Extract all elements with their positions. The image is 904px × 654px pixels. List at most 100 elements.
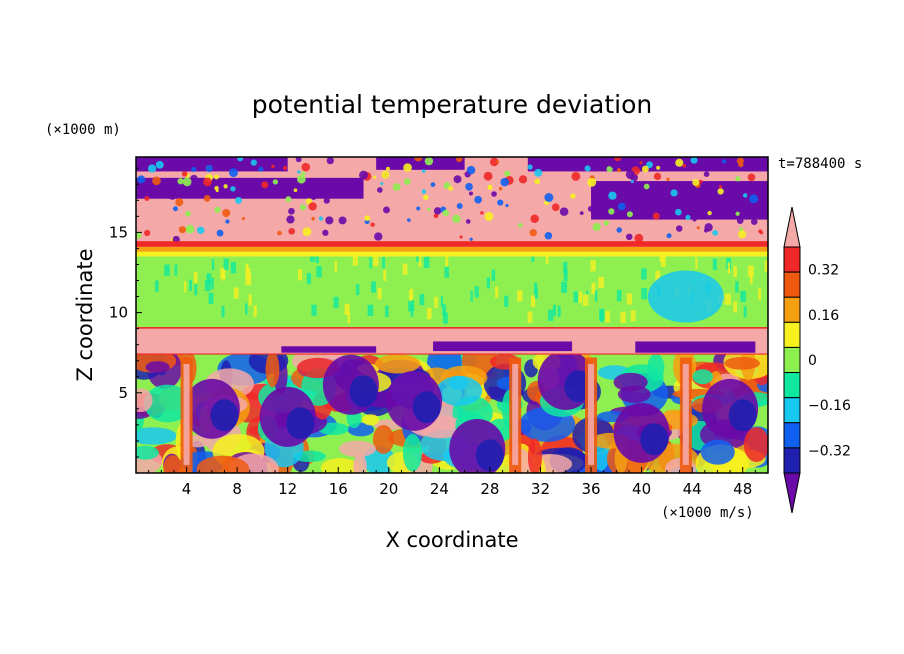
upper-speckle (685, 214, 691, 221)
upper-speckle (656, 165, 661, 170)
middle-streak (245, 273, 252, 286)
middle-streak (211, 259, 215, 271)
upper-speckle (747, 173, 756, 182)
upper-speckle (559, 207, 569, 216)
upper-speckle (739, 227, 743, 231)
upper-speckle (385, 166, 390, 171)
upper-speckle (742, 198, 751, 207)
middle-streak (371, 281, 376, 293)
middle-streak (442, 304, 447, 316)
middle-streak (189, 279, 193, 291)
middle-streak (223, 258, 229, 270)
upper-speckle (421, 169, 426, 173)
middle-streak (206, 273, 212, 285)
middle-streak (311, 304, 317, 316)
upper-speckle (712, 230, 719, 236)
lower-eddy (700, 439, 735, 465)
upper-speckle (407, 218, 411, 222)
upper-speckle (722, 159, 727, 164)
upper-speckle (364, 215, 371, 221)
upper-speckle (197, 226, 205, 234)
upper-speckle (403, 163, 412, 172)
upper-speckle (675, 158, 684, 167)
middle-streak (356, 283, 360, 296)
upper-speckle (625, 170, 635, 180)
upper-speckle (465, 219, 471, 224)
middle-streak (486, 277, 490, 289)
upper-speckle (504, 170, 511, 177)
middle-streak (184, 281, 187, 293)
upper-speckle (480, 211, 484, 215)
upper-speckle (376, 187, 383, 193)
middle-streak (297, 269, 303, 281)
middle-streak (695, 257, 698, 269)
upper-speckle (442, 209, 450, 217)
upper-speckle (297, 174, 306, 184)
middle-streak (233, 287, 239, 299)
upper-speckle (424, 157, 434, 166)
upper-speckle (258, 166, 264, 172)
middle-streak (563, 269, 568, 282)
upper-speckle (172, 206, 178, 212)
upper-speckle (293, 188, 298, 193)
x-tick-label: 24 (430, 480, 449, 498)
lower-blue-eddy (349, 375, 378, 408)
upper-speckle (736, 217, 744, 224)
lower-blue-eddy (210, 399, 239, 432)
middle-streak (735, 281, 739, 293)
middle-streak (530, 295, 536, 307)
middle-streak (344, 303, 350, 315)
middle-streak (164, 264, 170, 276)
middle-streak (440, 295, 443, 308)
upper-speckle (570, 193, 576, 199)
colorbar-tick-label: −0.16 (808, 398, 851, 414)
upper-speckle (584, 165, 591, 172)
upper-speckle (690, 157, 698, 164)
y-tick-label: 10 (109, 304, 128, 322)
middle-streak (221, 306, 225, 318)
x-tick-label: 36 (581, 480, 600, 498)
upper-speckle (655, 195, 660, 200)
upper-speckle (587, 205, 594, 212)
upper-speckle (682, 164, 687, 168)
lower-eddy (743, 427, 768, 462)
upper-speckle (735, 176, 741, 182)
upper-speckle (527, 164, 533, 170)
lower-eddy (136, 427, 178, 445)
upper-speckle (147, 164, 157, 173)
middle-streak (626, 293, 633, 305)
upper-speckle (668, 161, 674, 167)
warm-plume-core (682, 363, 689, 465)
middle-streak (384, 305, 389, 317)
upper-speckle (225, 219, 230, 224)
upper-speckle (662, 199, 670, 207)
lower-eddy (372, 425, 395, 454)
upper-speckle (214, 206, 221, 213)
upper-speckle (505, 204, 509, 208)
middle-streak (377, 288, 382, 300)
inversion-red-line (136, 353, 768, 355)
lower-eddy (136, 445, 159, 460)
middle-streak (743, 306, 747, 318)
upper-speckle (182, 177, 192, 187)
upper-speckle (216, 229, 224, 237)
upper-speckle (666, 233, 672, 239)
x-tick-label: 20 (379, 480, 398, 498)
middle-streak (747, 265, 754, 277)
upper-speckle (704, 223, 713, 232)
lower-eddy (143, 384, 192, 423)
upper-speckle (652, 212, 660, 220)
upper-speckle (618, 202, 626, 211)
upper-speckle (624, 197, 633, 206)
upper-speckle (749, 194, 759, 204)
upper-speckle (381, 170, 390, 179)
upper-speckle (237, 157, 244, 162)
upper-speckle (544, 193, 554, 202)
upper-speckle (185, 224, 195, 234)
lower-eddy (617, 385, 651, 403)
middle-streak (419, 293, 425, 306)
upper-speckle (383, 206, 390, 214)
upper-speckle (448, 185, 454, 191)
upper-speckle (323, 197, 330, 204)
upper-speckle (717, 188, 724, 195)
